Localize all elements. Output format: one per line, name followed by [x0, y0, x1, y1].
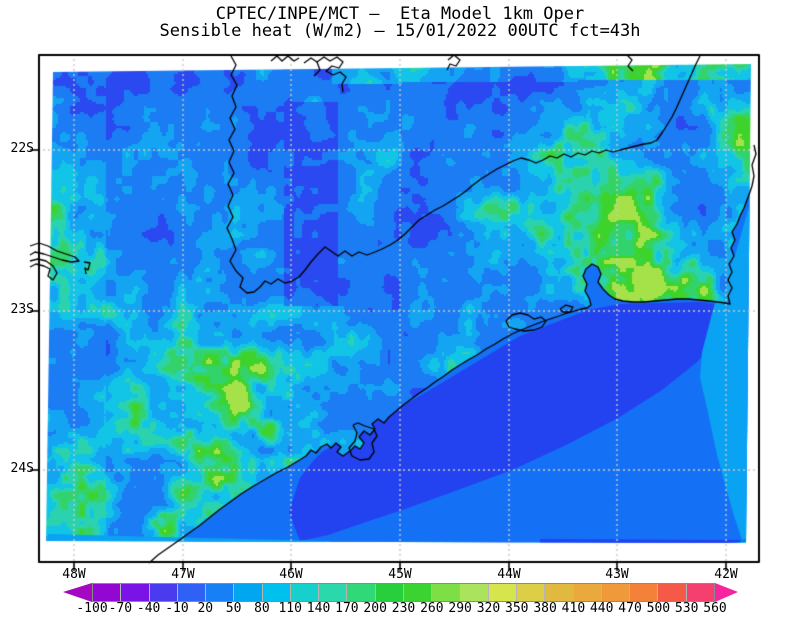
- colorbar-tick-label: 20: [197, 601, 214, 616]
- colorbar-tick-label: 530: [674, 601, 699, 616]
- colorbar-segment: [658, 584, 687, 601]
- colorbar-segment: [319, 584, 348, 601]
- colorbar-segment: [630, 584, 659, 601]
- colorbar-segment: [262, 584, 291, 601]
- colorbar-segment: [516, 584, 546, 601]
- colorbar-tick-label: 290: [448, 601, 472, 616]
- lon-label-46w: 46W: [279, 567, 303, 582]
- colorbar-segment: [432, 584, 461, 601]
- colorbar-segment: [460, 584, 489, 601]
- colorbar-segment: [488, 584, 517, 601]
- colorbar-tick-label: 410: [561, 601, 586, 616]
- colorbar-segment: [573, 584, 602, 601]
- colorbar-tick-label: 260: [420, 601, 444, 616]
- colorbar-tick-label: -70: [108, 601, 133, 616]
- colorbar-segment: [375, 584, 404, 601]
- colorbar: -100 -70 -40 -10 20 50 80 110 140 170 200 230 260 290…: [63, 583, 738, 616]
- colorbar-segment: [290, 584, 320, 601]
- colorbar-tick-label: 380: [533, 601, 557, 616]
- colorbar-left-arrow-icon: [63, 583, 92, 602]
- colorbar-tick-label: 50: [225, 601, 242, 616]
- colorbar-tick-label: 110: [278, 601, 302, 616]
- lon-label-43w: 43W: [605, 567, 629, 582]
- colorbar-tick-label: -40: [136, 601, 161, 616]
- title-line-2: Sensible heat (W/m2) – 15/01/2022 00UTC …: [159, 21, 641, 41]
- colorbar-tick-label: 80: [254, 601, 270, 616]
- colorbar-tick-label: 230: [391, 601, 416, 616]
- lat-label-24s: 24S: [10, 461, 34, 476]
- colorbar-segment: [601, 584, 631, 601]
- colorbar-tick-label: 470: [618, 601, 642, 616]
- plot-title: CPTEC/INPE/MCT – Eta Model 1km Oper Sens…: [0, 6, 800, 40]
- colorbar-tick-label: 170: [335, 601, 359, 616]
- lat-label-23s: 23S: [10, 302, 34, 317]
- lon-label-47w: 47W: [171, 567, 195, 582]
- colorbar-segment: [686, 584, 714, 601]
- colorbar-segment: [121, 584, 150, 601]
- lat-label-22s: 22S: [10, 141, 34, 156]
- colorbar-segment: [93, 584, 122, 601]
- colorbar-tick-label: -10: [165, 601, 189, 616]
- colorbar-tick-label: 560: [703, 601, 727, 616]
- lon-label-48w: 48W: [62, 567, 86, 582]
- colorbar-segment: [347, 584, 376, 601]
- colorbar-segment: [149, 584, 178, 601]
- colorbar-segment: [403, 584, 433, 601]
- lon-label-42w: 42W: [714, 567, 738, 582]
- colorbar-segment: [234, 584, 263, 601]
- colorbar-segment: [206, 584, 235, 601]
- colorbar-tick-label: 320: [476, 601, 501, 616]
- colorbar-tick-label: 140: [306, 601, 331, 616]
- colorbar-segment: [545, 584, 574, 601]
- lon-label-44w: 44W: [497, 567, 521, 582]
- colorbar-tick-label: 500: [646, 601, 671, 616]
- colorbar-tick-label: 200: [363, 601, 387, 616]
- colorbar-cells: [92, 583, 715, 602]
- colorbar-tick-label: -100: [76, 601, 108, 616]
- colorbar-tick-label: 350: [505, 601, 529, 616]
- colorbar-tick-label: 440: [589, 601, 614, 616]
- lon-label-45w: 45W: [388, 567, 412, 582]
- colorbar-segment: [177, 584, 207, 601]
- title-line-1: CPTEC/INPE/MCT – Eta Model 1km Oper: [215, 4, 585, 24]
- colorbar-right-arrow-icon: [715, 583, 738, 602]
